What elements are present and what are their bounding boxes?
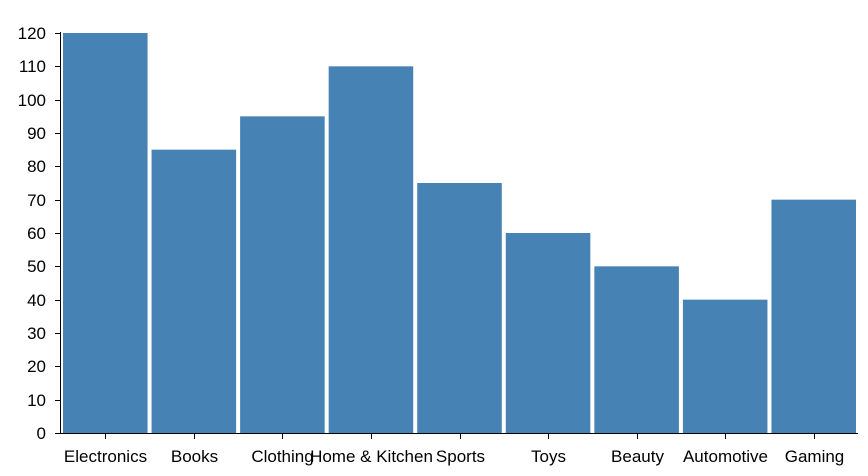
bar-electronics bbox=[63, 33, 148, 433]
bar-sports bbox=[417, 183, 502, 433]
bars-group bbox=[63, 33, 856, 433]
x-tick-label-home-kitchen: Home & Kitchen bbox=[310, 447, 433, 466]
y-tick-label-50: 50 bbox=[27, 257, 46, 276]
y-tick-label-100: 100 bbox=[18, 91, 46, 110]
y-tick-label-10: 10 bbox=[27, 391, 46, 410]
x-tick-label-books: Books bbox=[171, 447, 218, 466]
y-tick-label-70: 70 bbox=[27, 191, 46, 210]
y-tick-label-20: 20 bbox=[27, 357, 46, 376]
y-tick-label-80: 80 bbox=[27, 157, 46, 176]
y-tick-label-60: 60 bbox=[27, 224, 46, 243]
y-tick-label-0: 0 bbox=[37, 424, 46, 443]
bar-clothing bbox=[240, 116, 325, 433]
y-tick-label-40: 40 bbox=[27, 291, 46, 310]
y-tick-label-110: 110 bbox=[19, 57, 46, 76]
bar-home-kitchen bbox=[328, 66, 414, 433]
x-tick-label-electronics: Electronics bbox=[64, 447, 147, 466]
x-tick-label-beauty: Beauty bbox=[611, 447, 664, 466]
bar-beauty bbox=[594, 266, 679, 433]
y-axis: 0 10 20 30 40 50 60 70 80 90 100 110 120 bbox=[18, 24, 61, 443]
bar-gaming bbox=[771, 199, 856, 433]
x-tick-label-automotive: Automotive bbox=[683, 447, 768, 466]
y-tick-label-90: 90 bbox=[27, 124, 46, 143]
bar-books bbox=[151, 149, 237, 433]
x-tick-label-clothing: Clothing bbox=[251, 447, 313, 466]
x-tick-label-toys: Toys bbox=[531, 447, 566, 466]
x-tick-label-gaming: Gaming bbox=[785, 447, 845, 466]
y-tick-label-30: 30 bbox=[27, 324, 46, 343]
bar-automotive bbox=[682, 299, 768, 433]
bar-toys bbox=[505, 233, 591, 433]
x-tick-label-sports: Sports bbox=[436, 447, 485, 466]
y-tick-label-120: 120 bbox=[18, 24, 46, 43]
